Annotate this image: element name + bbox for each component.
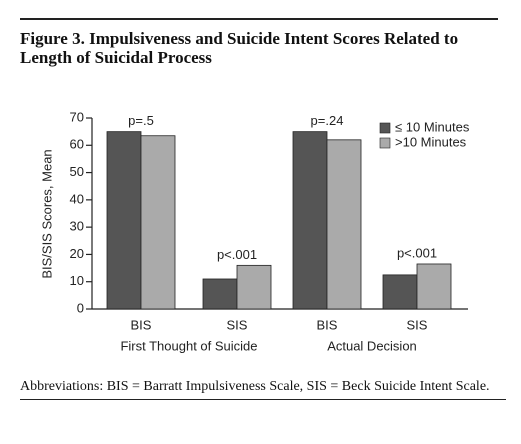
bar (236, 264, 272, 310)
chart: BIS/SIS Scores, Mean 0 10 20 30 40 50 60 70 BIS p… (39, 109, 470, 353)
bar (292, 131, 328, 310)
bar (106, 131, 142, 310)
legend-label: >10 Minutes (395, 134, 467, 149)
x-tick-label: BIS (317, 317, 338, 332)
x-tick-label: SIS (407, 317, 428, 332)
legend-label: ≤ 10 Minutes (395, 119, 470, 134)
bar (416, 263, 452, 310)
annotation: p=.24 (311, 113, 344, 128)
y-tick-label: 10 (70, 273, 84, 288)
bar (326, 139, 362, 310)
annotation: p<.001 (397, 245, 437, 260)
bar (382, 274, 418, 310)
x-tick-label: SIS (227, 317, 248, 332)
y-tick-label: 0 (77, 300, 84, 315)
y-tick-label: 40 (70, 191, 84, 206)
y-axis-label: BIS/SIS Scores, Mean (39, 149, 54, 278)
annotation: p<.001 (217, 247, 257, 262)
y-tick-label: 70 (70, 109, 84, 124)
x-tick-label: BIS (131, 317, 152, 332)
bar (202, 278, 238, 310)
annotation: p=.5 (128, 113, 154, 128)
group-label: First Thought of Suicide (120, 338, 257, 353)
group-label: Actual Decision (327, 338, 417, 353)
legend-swatch (379, 122, 391, 134)
y-tick-label: 50 (70, 164, 84, 179)
chart-title: Figure 3. Impulsiveness and Suicide Inte… (20, 18, 498, 67)
legend-swatch (379, 137, 391, 149)
y-tick-label: 30 (70, 219, 84, 234)
y-tick-label: 20 (70, 246, 84, 261)
y-tick-label: 60 (70, 137, 84, 152)
bar (140, 135, 176, 310)
footnote: Abbreviations: BIS = Barratt Impulsivene… (20, 378, 506, 400)
